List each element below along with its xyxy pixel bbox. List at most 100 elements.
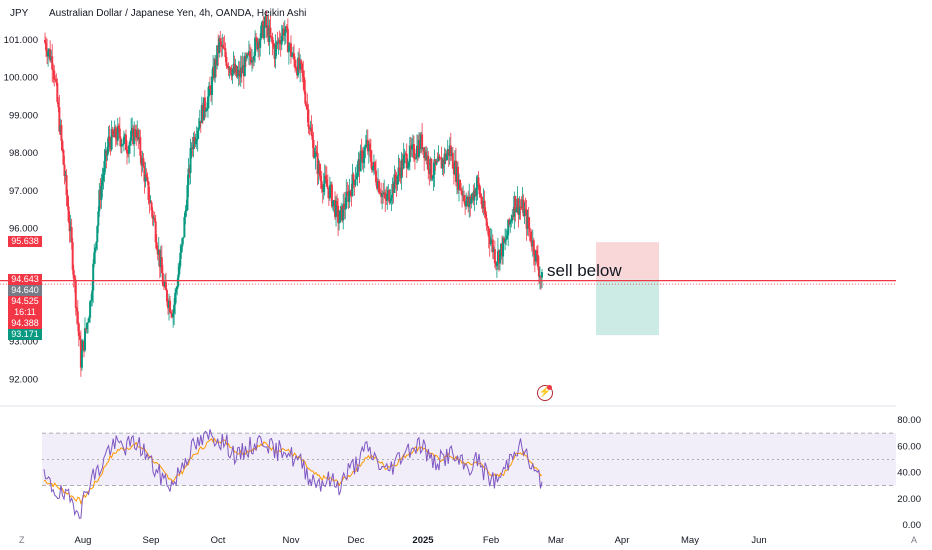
candle-body	[121, 144, 124, 146]
candle-body	[310, 127, 313, 136]
candle-body	[51, 56, 54, 70]
candle-body	[102, 174, 105, 181]
price-tag: 95.638	[8, 236, 42, 248]
candle-body	[273, 46, 276, 59]
candle-body	[260, 25, 263, 39]
candle-body	[165, 290, 168, 302]
auto-scale-label[interactable]: A	[911, 535, 918, 545]
candle-body	[373, 162, 376, 171]
candle-body	[334, 200, 337, 217]
candle-body	[93, 252, 96, 264]
candle-body	[439, 158, 442, 160]
candle-body	[283, 32, 286, 36]
candle-body	[526, 217, 529, 229]
candle-body	[145, 174, 148, 177]
candle-body	[424, 151, 427, 159]
candle-body	[417, 145, 420, 157]
candle-body	[422, 147, 425, 149]
candle-body	[403, 153, 406, 155]
candle-body	[296, 68, 299, 76]
candle-body	[66, 195, 69, 207]
candle-body	[253, 55, 256, 61]
timezone-label[interactable]: Z	[19, 535, 25, 545]
candle-body	[272, 43, 275, 47]
candle-body	[96, 225, 99, 243]
candle-body	[414, 157, 417, 159]
candle-body	[398, 167, 401, 172]
candle-body	[45, 42, 48, 51]
candle-body	[454, 160, 457, 182]
candle-body	[112, 134, 115, 138]
candle-body	[144, 174, 147, 182]
candle-body	[118, 128, 121, 139]
lightning-icon[interactable]: ⚡	[537, 385, 553, 401]
candle-body	[513, 196, 516, 217]
candle-body	[384, 192, 387, 200]
take-profit-zone	[596, 279, 659, 336]
candle-body	[311, 135, 314, 140]
time-axis[interactable]: Aug Sep Oct Nov Dec 2025 Feb Mar Apr May Jun	[75, 535, 767, 546]
candle-body	[536, 255, 539, 267]
candle-body	[335, 200, 338, 217]
candle-body	[215, 59, 218, 66]
candle-body	[48, 49, 51, 52]
candle-body	[307, 109, 310, 127]
candle-body	[249, 56, 252, 63]
candle-body	[382, 193, 385, 195]
candle-body	[349, 190, 352, 192]
candle-body	[205, 108, 208, 111]
candle-body	[78, 335, 81, 340]
candle-body	[156, 249, 159, 255]
candle-body	[317, 163, 320, 174]
candle-body	[412, 144, 415, 159]
time-axis-label: Dec	[348, 535, 365, 546]
candle-body	[352, 174, 355, 181]
candle-body	[137, 129, 140, 140]
candle-body	[478, 184, 481, 195]
candle-body	[521, 199, 524, 208]
chart-title[interactable]: Australian Dollar / Japanese Yen, 4h, OA…	[49, 8, 307, 19]
sell-below-note[interactable]: sell below	[547, 261, 622, 280]
candle-body	[330, 184, 333, 207]
candle-body	[262, 21, 265, 39]
candle-body	[386, 193, 389, 201]
candle-body	[394, 174, 397, 182]
candle-body	[437, 156, 440, 162]
candle-body	[443, 153, 446, 165]
candle-body	[122, 136, 125, 145]
candle-body	[176, 286, 179, 290]
candle-body	[289, 43, 292, 57]
candle-body	[525, 209, 528, 229]
candle-body	[271, 37, 274, 44]
candle-body	[430, 158, 433, 179]
candle-body	[266, 25, 269, 28]
candle-body	[388, 190, 391, 203]
candle-body	[241, 65, 244, 74]
candle-body	[277, 39, 280, 44]
price-axis[interactable]: 101.000 100.000 99.000 98.000 97.000 96.000 93…	[4, 35, 38, 385]
candle-body	[193, 136, 196, 144]
candle-body	[81, 341, 84, 351]
candle-body	[174, 292, 177, 305]
rsi-axis[interactable]: 80.00 60.00 40.00 20.00 0.00	[897, 415, 921, 531]
candle-body	[519, 206, 522, 208]
candle-body	[52, 69, 55, 71]
candle-body	[183, 217, 186, 238]
time-axis-label: Oct	[211, 535, 226, 546]
candle-body	[502, 238, 505, 257]
candle-body	[294, 59, 297, 68]
candle-body	[151, 210, 154, 219]
candle-body	[107, 136, 110, 147]
candle-body	[217, 45, 220, 54]
symbol-label[interactable]: JPY	[10, 8, 29, 19]
candle-body	[150, 202, 153, 211]
candle-body	[98, 189, 101, 212]
candle-body	[72, 269, 75, 279]
price-series	[44, 10, 543, 377]
candle-body	[319, 175, 322, 182]
candle-body	[315, 151, 318, 154]
candle-body	[234, 65, 237, 73]
candle-body	[163, 282, 166, 287]
candle-body	[515, 208, 518, 213]
